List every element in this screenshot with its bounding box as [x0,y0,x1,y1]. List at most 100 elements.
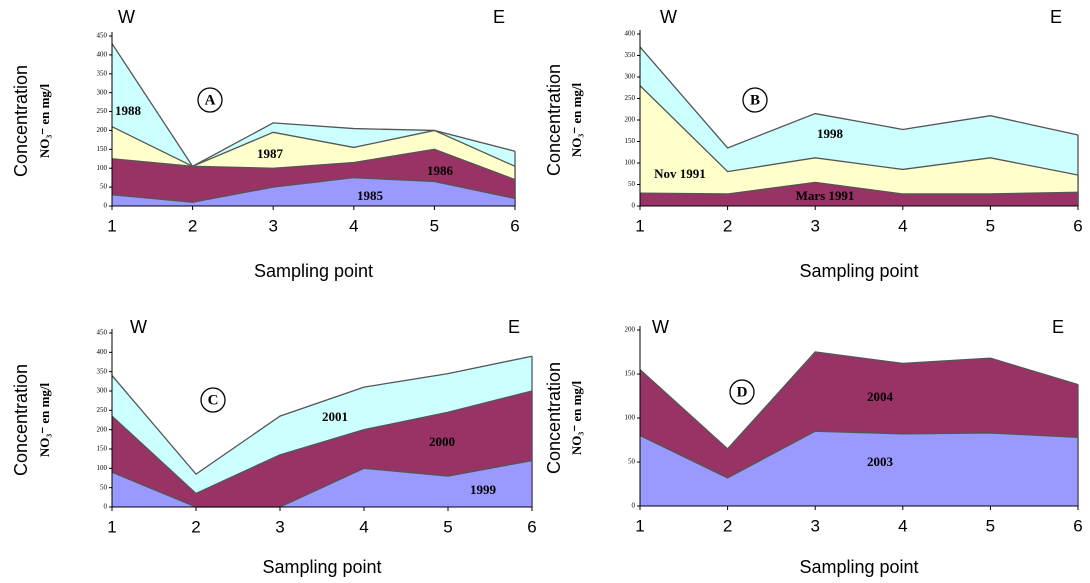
y-axis-unit: NO₃⁻ en mg/l [569,380,584,455]
y-tick-label: 50 [628,180,636,188]
x-tick-label: 1 [107,216,116,235]
y-axis-title: Concentration [11,364,31,476]
area-outline [111,126,516,168]
area-fill [640,85,1078,206]
y-tick-label: 50 [100,483,108,491]
series-label: Mars 1991 [796,188,855,203]
x-tick-label: 2 [191,517,200,536]
area-outline [111,43,516,168]
area-fill [640,431,1078,506]
west-label: W [660,7,677,27]
panel-label: D [737,384,748,400]
y-axis-unit: NO₃⁻ en mg/l [569,82,584,157]
panel-label: A [205,92,216,108]
series-label: 1998 [817,126,844,141]
area-fill [112,460,532,507]
x-tick-label: 2 [188,216,197,235]
x-tick-label: 2 [723,516,732,535]
x-tick-label: 6 [1073,216,1082,235]
y-tick-label: 300 [97,88,108,96]
x-axis-title: Sampling point [254,261,373,281]
y-tick-label: 300 [97,387,108,395]
x-tick-label: 4 [898,516,907,535]
y-tick-label: 350 [97,367,108,375]
y-tick-label: 300 [625,73,636,81]
panel-circle [197,87,223,113]
y-tick-label: 100 [97,164,108,172]
y-axis-unit: NO₃⁻ en mg/l [37,382,52,457]
west-label: W [652,317,669,337]
series-label: 2000 [429,434,455,449]
y-tick-label: 250 [97,107,108,115]
x-tick-label: 6 [527,517,536,536]
east-label: E [508,317,520,337]
y-tick-label: 0 [104,202,108,210]
east-label: E [493,7,505,27]
x-tick-label: 5 [986,216,995,235]
x-tick-label: 6 [1073,516,1082,535]
x-tick-label: 3 [275,517,284,536]
y-tick-label: 400 [97,50,108,58]
y-tick-label: 0 [104,503,108,511]
area-outline [639,351,1079,450]
series-label: 1988 [115,103,142,118]
x-tick-label: 5 [430,216,439,235]
west-label: W [118,7,135,27]
y-tick-label: 250 [97,406,108,414]
x-tick-label: 3 [268,216,277,235]
x-axis-title: Sampling point [799,261,918,281]
y-tick-label: 400 [625,30,636,38]
x-tick-label: 1 [107,517,116,536]
panel-label: B [750,92,760,108]
x-tick-label: 6 [510,216,519,235]
area-outline [639,46,1079,149]
x-tick-label: 1 [635,516,644,535]
x-axis-title: Sampling point [262,557,381,577]
y-tick-label: 150 [97,445,108,453]
panel-circle [200,387,226,413]
series-label: 2001 [322,409,348,424]
y-tick-label: 100 [625,159,636,167]
y-tick-label: 150 [625,137,636,145]
y-axis-title: Concentration [11,65,31,177]
panel-circle [742,87,768,113]
y-tick-label: 350 [625,51,636,59]
panel-circle [729,379,755,405]
series-label: 1986 [427,163,454,178]
area-outline [111,355,533,476]
y-tick-label: 0 [632,202,636,210]
y-tick-label: 100 [625,414,636,422]
x-axis-title: Sampling point [799,557,918,577]
area-outline [639,181,1079,195]
y-tick-label: 150 [97,145,108,153]
y-axis-title: Concentration [544,64,564,176]
panel-label: C [208,392,219,408]
y-tick-label: 450 [97,329,108,337]
x-tick-label: 5 [986,516,995,535]
east-label: E [1052,317,1064,337]
y-tick-label: 200 [625,326,636,334]
x-tick-label: 4 [898,216,907,235]
x-tick-label: 3 [810,516,819,535]
series-label: 1985 [357,188,384,203]
area-outline [111,390,533,495]
y-axis-title: Concentration [544,362,564,474]
y-tick-label: 200 [625,116,636,124]
west-label: W [130,317,147,337]
area-outline [111,148,516,181]
x-tick-label: 4 [359,517,368,536]
area-fill [640,182,1078,206]
y-tick-label: 150 [625,370,636,378]
series-label: 2004 [867,389,894,404]
area-outline [111,177,516,203]
y-tick-label: 200 [97,126,108,134]
y-tick-label: 450 [97,32,108,40]
series-label: 1987 [257,146,284,161]
area-outline [111,459,533,508]
y-axis-unit: NO₃⁻ en mg/l [37,83,52,158]
y-tick-label: 250 [625,94,636,102]
series-label: 2003 [867,454,894,469]
area-outline [639,85,1079,176]
x-tick-label: 4 [349,216,358,235]
